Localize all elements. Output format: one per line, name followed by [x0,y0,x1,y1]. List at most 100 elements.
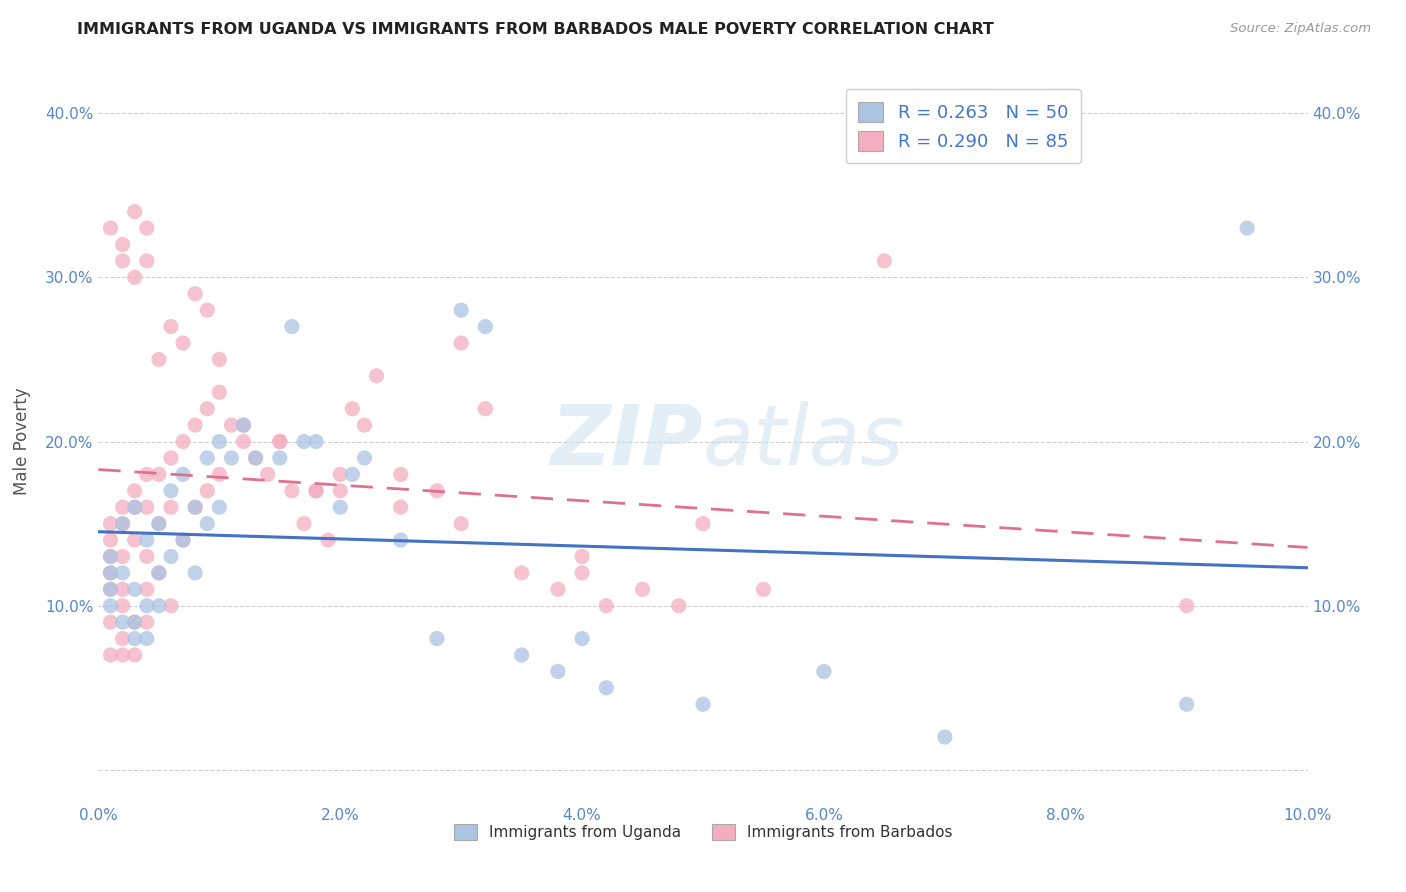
Point [111,516,134,531]
Point [111,615,134,630]
Point [100,549,122,564]
Point [100,582,122,597]
Point [595,681,617,695]
Point [100,566,122,580]
Point [124,615,146,630]
Point [692,698,714,712]
Point [100,599,122,613]
Point [329,467,352,482]
Point [208,467,231,482]
Point [135,533,157,547]
Point [135,632,157,646]
Point [135,467,157,482]
Point [148,516,170,531]
Point [184,286,207,301]
Point [111,582,134,597]
Point [571,549,593,564]
Point [329,500,352,515]
Text: ZIP: ZIP [550,401,703,482]
Point [221,418,243,433]
Point [135,500,157,515]
Point [124,483,146,498]
Point [111,566,134,580]
Point [172,434,194,449]
Point [245,450,267,465]
Point [100,549,122,564]
Point [752,582,775,597]
Point [232,418,254,433]
Point [232,418,254,433]
Point [135,582,157,597]
Point [281,483,304,498]
Point [148,467,170,482]
Point [124,615,146,630]
Point [571,566,593,580]
Point [100,221,122,235]
Point [124,648,146,662]
Point [172,533,194,547]
Point [305,483,328,498]
Point [292,516,315,531]
Point [111,516,134,531]
Point [124,500,146,515]
Point [329,483,352,498]
Point [148,516,170,531]
Point [208,500,231,515]
Point [148,599,170,613]
Point [148,566,170,580]
Text: Source: ZipAtlas.com: Source: ZipAtlas.com [1230,22,1371,36]
Point [100,615,122,630]
Point [184,500,207,515]
Point [631,582,654,597]
Point [232,434,254,449]
Point [305,483,328,498]
Point [124,500,146,515]
Point [148,352,170,367]
Point [208,385,231,400]
Point [269,434,291,449]
Point [111,237,134,252]
Point [389,467,412,482]
Point [281,319,304,334]
Point [692,516,714,531]
Point [184,500,207,515]
Point [195,483,218,498]
Point [208,434,231,449]
Point [595,599,617,613]
Point [111,632,134,646]
Point [474,319,496,334]
Point [160,549,183,564]
Point [184,566,207,580]
Point [195,401,218,416]
Point [353,450,375,465]
Point [450,303,472,318]
Point [124,533,146,547]
Point [135,599,157,613]
Point [316,533,339,547]
Point [292,434,315,449]
Point [873,253,896,268]
Point [934,730,956,744]
Point [124,632,146,646]
Point [100,648,122,662]
Point [172,336,194,351]
Point [1175,599,1198,613]
Legend: Immigrants from Uganda, Immigrants from Barbados: Immigrants from Uganda, Immigrants from … [444,815,962,849]
Point [547,665,569,679]
Point [124,582,146,597]
Point [426,483,449,498]
Point [269,450,291,465]
Point [124,204,146,219]
Point [135,253,157,268]
Point [148,566,170,580]
Point [245,450,267,465]
Point [160,319,183,334]
Point [510,648,533,662]
Point [450,516,472,531]
Point [160,500,183,515]
Point [100,566,122,580]
Point [100,516,122,531]
Point [221,450,243,465]
Point [389,500,412,515]
Point [184,418,207,433]
